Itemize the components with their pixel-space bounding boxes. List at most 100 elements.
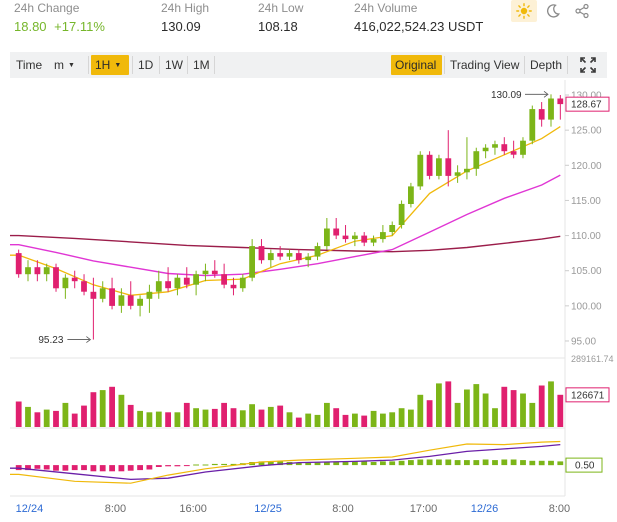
volume-bar bbox=[408, 409, 414, 427]
stat-label: 24h Low bbox=[258, 1, 304, 15]
macd-histogram-bar bbox=[193, 464, 199, 466]
stat-value: 18.80 +17.11% bbox=[14, 18, 105, 36]
share-button[interactable] bbox=[569, 0, 595, 22]
current-volume-tag bbox=[565, 387, 610, 403]
macd-histogram-bar bbox=[155, 465, 162, 467]
macd-histogram-bar bbox=[492, 460, 498, 466]
macd-dea-line bbox=[10, 443, 561, 481]
volume-bar bbox=[71, 413, 78, 427]
volume-bar bbox=[43, 409, 50, 427]
depth-tab[interactable]: Depth bbox=[530, 58, 563, 72]
candle-body bbox=[258, 246, 265, 261]
caret-down-icon: ▼ bbox=[68, 61, 75, 69]
candle-body bbox=[333, 228, 340, 236]
macd-histogram-bar bbox=[71, 465, 78, 471]
volume-bar bbox=[277, 405, 284, 427]
macd-histogram-bar bbox=[118, 465, 125, 472]
macd-histogram-bar bbox=[482, 459, 489, 466]
volume-bar bbox=[249, 404, 255, 427]
price-tick-label: 115.00 bbox=[571, 196, 601, 207]
candle-body bbox=[305, 256, 312, 261]
volume-bar bbox=[90, 392, 97, 427]
candle-body bbox=[324, 228, 330, 247]
ma-short-line bbox=[10, 126, 561, 296]
volume-bar bbox=[165, 412, 171, 427]
stat-24h-change: 24h Change 18.80 +17.11% bbox=[14, 0, 105, 36]
stat-value: 108.18 bbox=[258, 19, 298, 34]
interval-1m-button[interactable]: 1M bbox=[193, 58, 210, 72]
candle-body bbox=[239, 277, 246, 289]
volume-bar bbox=[314, 414, 321, 427]
candle-body bbox=[15, 253, 22, 275]
macd-histogram-bar bbox=[174, 465, 181, 467]
hour-interval-dropdown[interactable]: 1H ▼ bbox=[91, 55, 129, 75]
candle-body bbox=[90, 291, 97, 299]
volume-bar bbox=[436, 383, 442, 427]
macd-histogram-bar bbox=[277, 461, 284, 466]
macd-value-tag bbox=[565, 457, 603, 473]
candle-body bbox=[445, 158, 452, 176]
volume-bar bbox=[286, 412, 293, 427]
volume-bar bbox=[118, 394, 125, 427]
candle-body bbox=[426, 154, 433, 176]
macd-histogram-bar bbox=[90, 465, 97, 472]
candle-body bbox=[267, 253, 274, 261]
macd-histogram-bar bbox=[137, 465, 143, 471]
volume-bar bbox=[454, 402, 461, 427]
tradingview-tab[interactable]: Trading View bbox=[450, 58, 520, 72]
time-axis-label: 12/24 bbox=[16, 503, 44, 515]
candle-body bbox=[221, 274, 227, 285]
candle-body bbox=[62, 277, 69, 289]
volume-bar bbox=[417, 394, 424, 427]
current-price-tag bbox=[565, 96, 610, 112]
macd-histogram-bar bbox=[529, 460, 536, 466]
candle-body bbox=[370, 239, 377, 243]
dark-theme-button[interactable] bbox=[540, 0, 566, 22]
time-button[interactable]: Time bbox=[16, 58, 43, 72]
candle-body bbox=[174, 277, 181, 289]
interval-1w-button[interactable]: 1W bbox=[165, 58, 183, 72]
candle-body bbox=[295, 253, 302, 261]
macd-histogram-bar bbox=[43, 465, 50, 470]
toolbar-divider bbox=[88, 56, 89, 74]
original-view-tab[interactable]: Original bbox=[391, 55, 442, 75]
sun-icon bbox=[516, 3, 532, 19]
toolbar-divider bbox=[524, 56, 525, 74]
volume-bar bbox=[445, 381, 452, 427]
light-theme-button[interactable] bbox=[511, 0, 537, 22]
volume-bar bbox=[62, 402, 69, 427]
interval-1d-button[interactable]: 1D bbox=[138, 58, 154, 72]
stat-24h-volume: 24h Volume 416,022,524.23 USDT bbox=[354, 0, 483, 36]
candle-body bbox=[501, 144, 508, 152]
change-amount: 18.80 bbox=[14, 19, 47, 34]
macd-histogram-bar bbox=[62, 465, 69, 471]
volume-bar bbox=[258, 409, 265, 427]
price-chart[interactable]: 130.00 125.00 120.00 115.00 110.00 105.00 100.… bbox=[0, 80, 617, 522]
price-tick-label: 130.00 bbox=[571, 91, 602, 102]
price-tick-label: 95.00 bbox=[571, 336, 596, 347]
volume-bar bbox=[99, 390, 106, 427]
candle-body bbox=[118, 295, 125, 306]
toolbar-divider bbox=[187, 56, 188, 74]
interval-label: 1H bbox=[95, 58, 111, 72]
time-axis-label: 16:00 bbox=[179, 503, 207, 515]
macd-histogram-bar bbox=[342, 461, 349, 466]
macd-histogram-bar bbox=[445, 459, 452, 466]
minute-interval-dropdown[interactable]: m ▼ bbox=[50, 55, 86, 75]
price-tick-label: 125.00 bbox=[571, 126, 602, 137]
candle-body bbox=[557, 98, 564, 105]
macd-value-label: 0.50 bbox=[575, 461, 595, 472]
volume-bar bbox=[267, 406, 274, 427]
macd-histogram-bar bbox=[370, 462, 377, 466]
candle-body bbox=[34, 267, 41, 275]
macd-histogram-bar bbox=[426, 459, 433, 466]
candle-body bbox=[361, 235, 368, 243]
volume-bar bbox=[473, 384, 480, 427]
volume-bar bbox=[155, 411, 162, 427]
candle-body bbox=[520, 140, 526, 155]
fullscreen-button[interactable] bbox=[576, 55, 600, 75]
low-marker-label: 95.23 bbox=[38, 335, 63, 346]
candle-body bbox=[193, 274, 199, 285]
macd-histogram-bar bbox=[454, 460, 461, 466]
